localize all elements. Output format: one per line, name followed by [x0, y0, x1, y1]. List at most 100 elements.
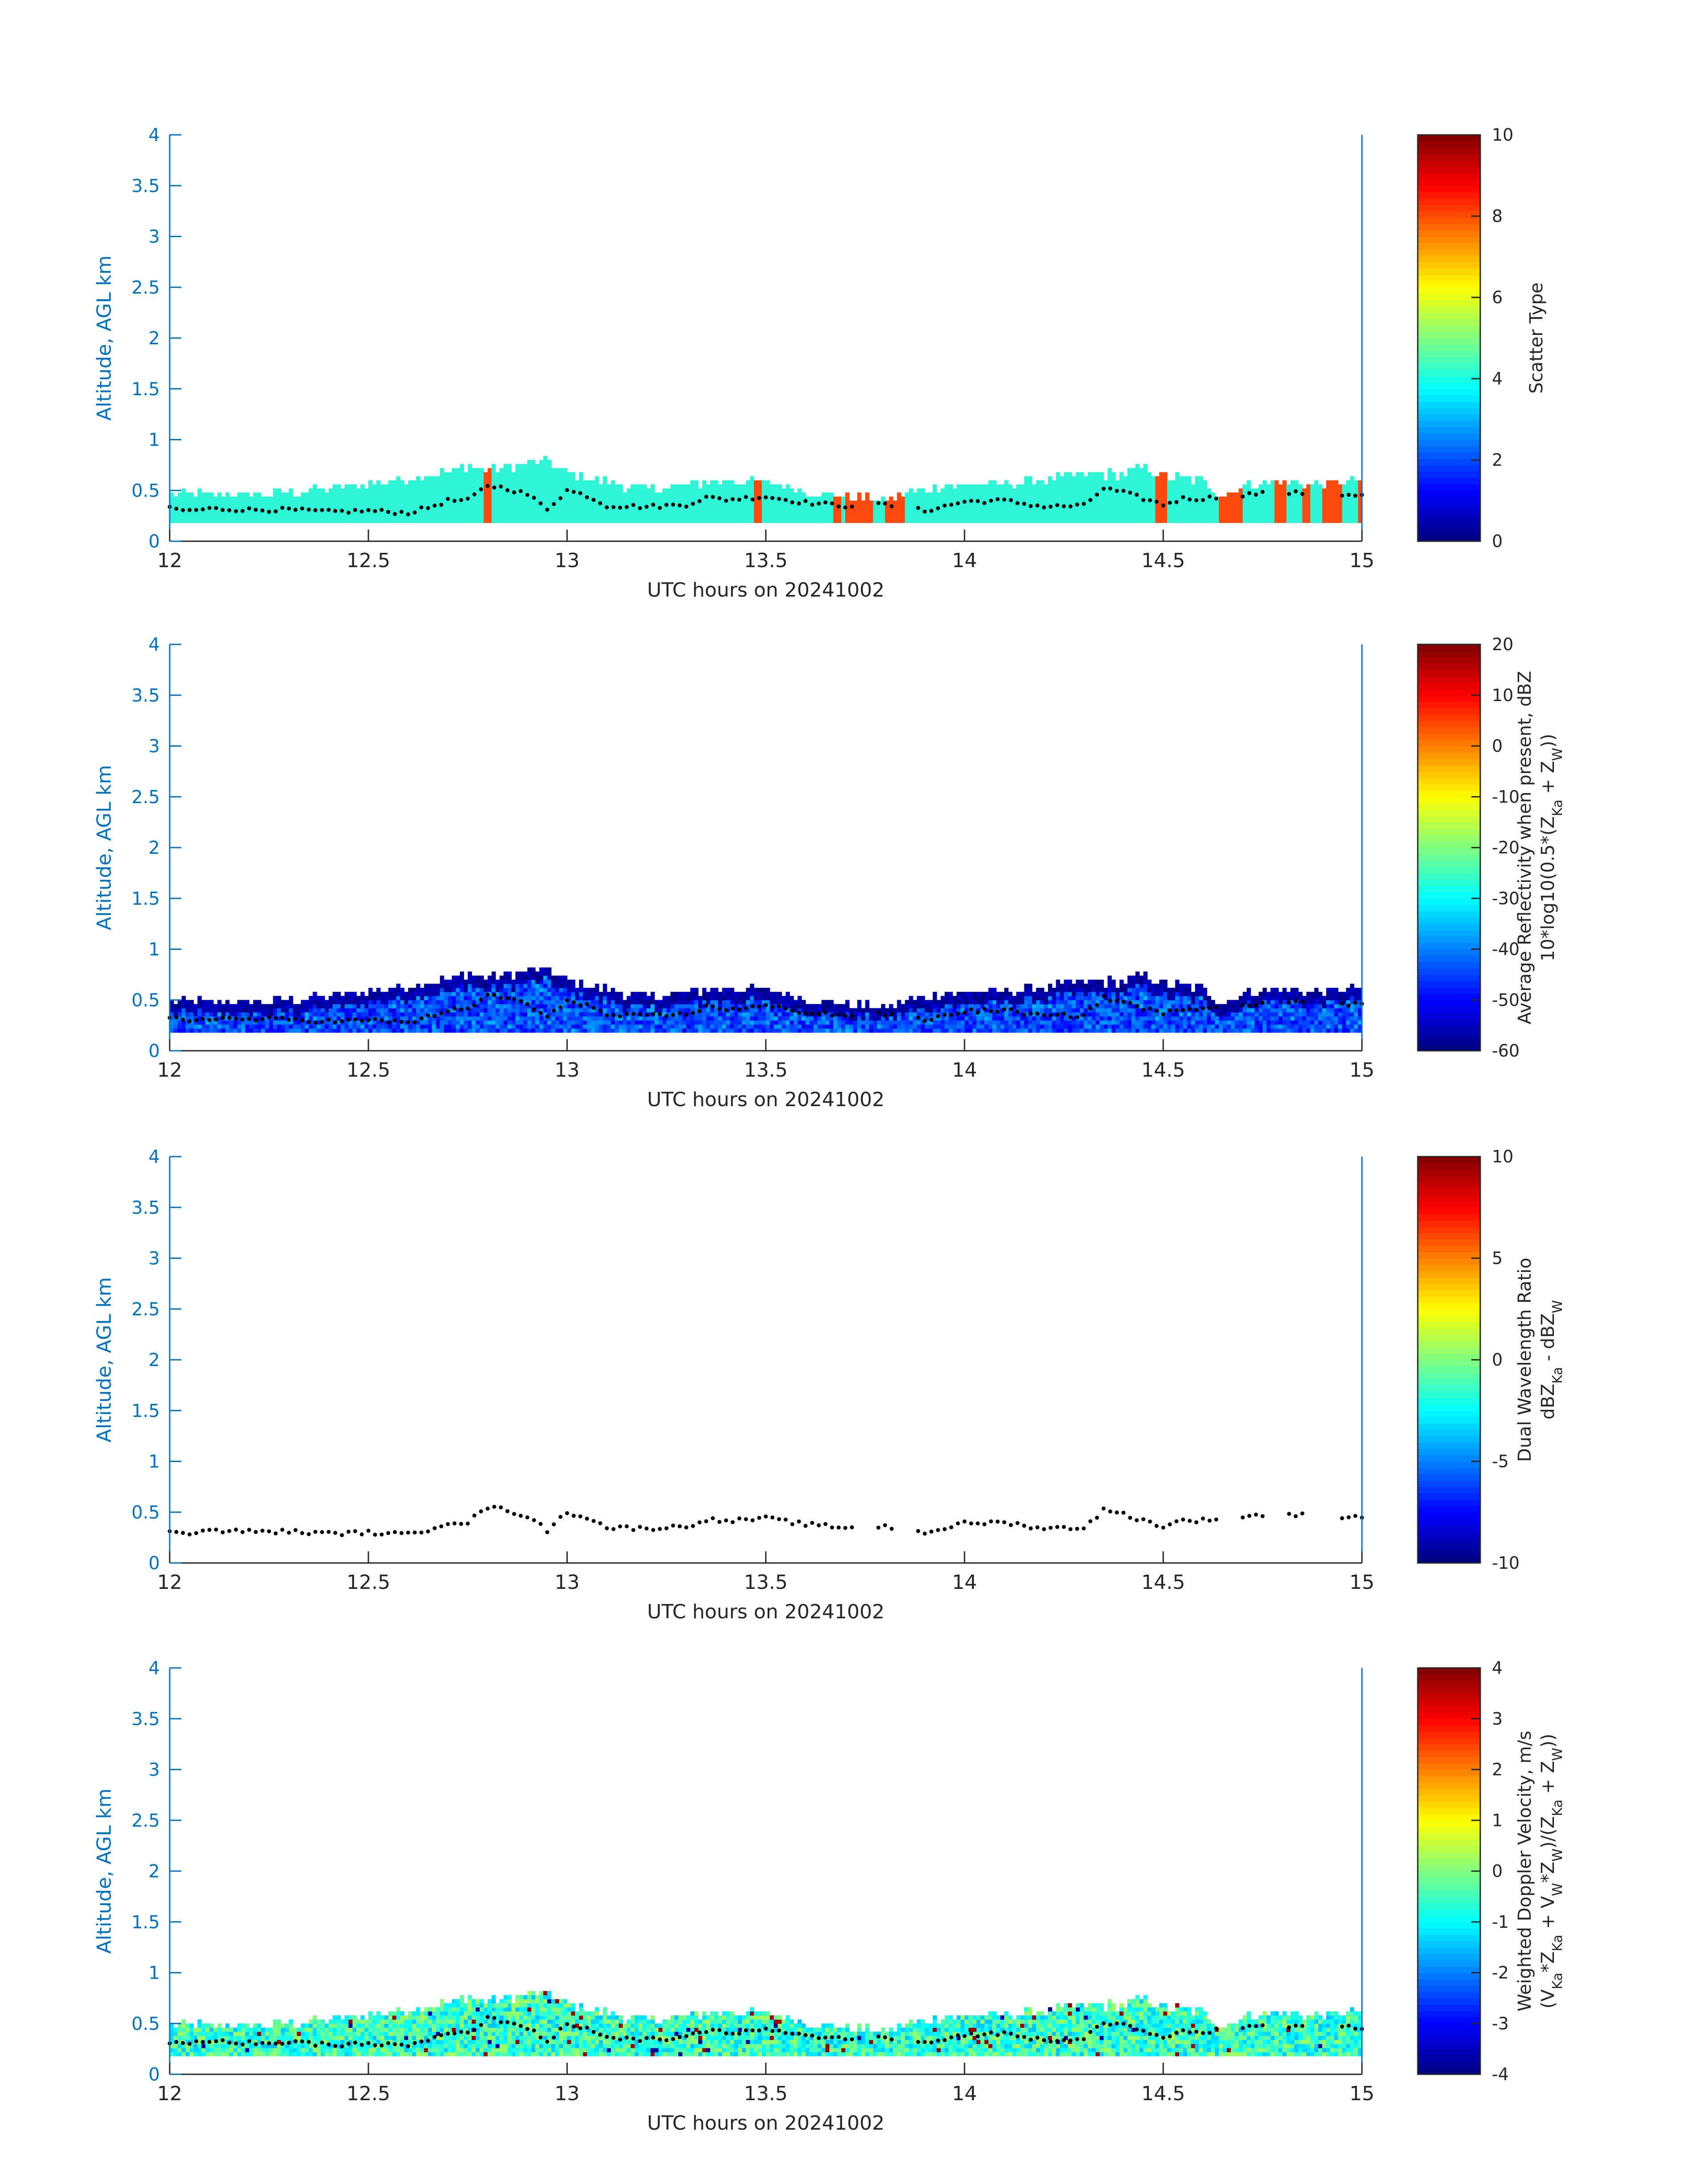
cloud-base-point: [578, 1003, 583, 1007]
echo-cell: [809, 1004, 814, 1009]
echo-cell: [730, 1016, 735, 1021]
echo-cell: [332, 2039, 337, 2044]
cloud-base-point: [797, 1519, 801, 1524]
echo-cell: [607, 996, 611, 1000]
echo-cell: [1250, 1012, 1255, 1017]
cloud-base-point: [380, 1018, 384, 1023]
echo-cell: [917, 1000, 921, 1004]
colorbar-swatch: [1418, 765, 1480, 772]
echo-cell: [603, 1020, 607, 1025]
echo-cell: [1179, 987, 1184, 992]
echo-cell: [631, 1020, 635, 1025]
y-tick-label: 2: [149, 838, 160, 858]
echo-cell: [1314, 987, 1319, 992]
echo-cell: [575, 1004, 580, 1009]
cloud-base-point: [426, 506, 430, 510]
echo-cell: [455, 1020, 460, 1025]
echo-cell: [734, 1008, 739, 1013]
echo-cell: [277, 1004, 281, 1009]
echo-cell: [344, 992, 349, 996]
echo-cell: [225, 492, 230, 523]
cloud-base-point: [631, 1011, 635, 1016]
echo-cell: [181, 2052, 186, 2056]
echo-cell: [476, 992, 480, 996]
echo-cell: [785, 1012, 790, 1017]
cloud-base-point: [452, 1521, 457, 1525]
echo-cell: [317, 2023, 321, 2028]
echo-cell: [495, 1012, 500, 1017]
echo-cell: [583, 1028, 588, 1033]
echo-cell: [292, 1008, 297, 1013]
echo-cell: [766, 1020, 770, 1025]
echo-cell: [1032, 1028, 1036, 1033]
echo-cell: [332, 2031, 337, 2036]
echo-cell: [1270, 1012, 1275, 1017]
echo-cell: [1266, 1000, 1271, 1004]
echo-cell: [305, 2043, 309, 2048]
echo-cell: [1286, 996, 1291, 1000]
echo-cell: [1183, 1012, 1187, 1017]
echo-cell: [209, 2031, 214, 2036]
echo-cell: [325, 2027, 329, 2032]
echo-cell: [523, 983, 528, 988]
cloud-base-point: [578, 491, 583, 495]
echo-cell: [1330, 1004, 1335, 1009]
echo-cell: [459, 2023, 464, 2028]
echo-cell: [1048, 1016, 1052, 1021]
echo-cell: [464, 2035, 468, 2040]
echo-cell: [313, 2027, 317, 2032]
echo-cell: [1183, 1016, 1187, 1021]
echo-cell: [416, 987, 421, 992]
echo-cell: [376, 2011, 381, 2016]
echo-cell: [1135, 987, 1140, 992]
echo-cell: [472, 1012, 476, 1017]
echo-cell: [1350, 996, 1354, 1000]
echo-cell: [261, 1008, 266, 1013]
echo-cell: [348, 2043, 353, 2048]
echo-cell: [277, 1024, 281, 1029]
echo-cell: [468, 1028, 472, 1033]
cloud-base-point: [1181, 1008, 1185, 1012]
echo-cell: [416, 1028, 421, 1033]
echo-cell: [451, 2019, 456, 2024]
echo-cell: [682, 1020, 687, 1025]
echo-cell: [1179, 1020, 1184, 1025]
echo-cell: [177, 1004, 182, 1009]
echo-cell: [233, 1008, 238, 1013]
colorbar-frame: [1417, 134, 1481, 542]
echo-cell: [865, 1020, 869, 1025]
echo-cell: [1171, 480, 1176, 523]
echo-cell: [277, 1012, 281, 1017]
echo-cell: [237, 1012, 242, 1017]
echo-cell: [440, 2035, 444, 2040]
echo-cell: [1060, 476, 1065, 523]
echo-cell: [587, 1016, 591, 1021]
echo-cell: [622, 1000, 627, 1004]
echo-cell: [1103, 1000, 1108, 1004]
echo-cell: [396, 2035, 401, 2040]
echo-cell: [1167, 1016, 1172, 1021]
echo-cell: [1294, 1012, 1299, 1017]
echo-cell: [392, 480, 397, 523]
echo-cell: [404, 484, 409, 523]
echo-cell: [769, 1000, 774, 1004]
echo-cell: [360, 2039, 365, 2044]
echo-cell: [332, 992, 337, 996]
echo-cell: [750, 996, 754, 1000]
echo-cell: [488, 1012, 492, 1017]
cloud-base-point: [459, 1521, 464, 1526]
echo-cell: [197, 2031, 202, 2036]
echo-cell: [1266, 1016, 1271, 1021]
echo-cell: [940, 1004, 945, 1009]
echo-cell: [710, 996, 714, 1000]
echo-cell: [205, 1012, 210, 1017]
echo-cell: [610, 1028, 615, 1033]
echo-cell: [1072, 1012, 1076, 1017]
echo-cell: [173, 2027, 178, 2032]
echo-cell: [718, 1016, 722, 1021]
echo-cell: [905, 1004, 909, 1009]
echo-cell: [1091, 1020, 1096, 1025]
cloud-base-point: [353, 1529, 357, 1534]
cloud-base-point: [737, 1516, 742, 1521]
echo-cell: [1024, 1004, 1028, 1009]
